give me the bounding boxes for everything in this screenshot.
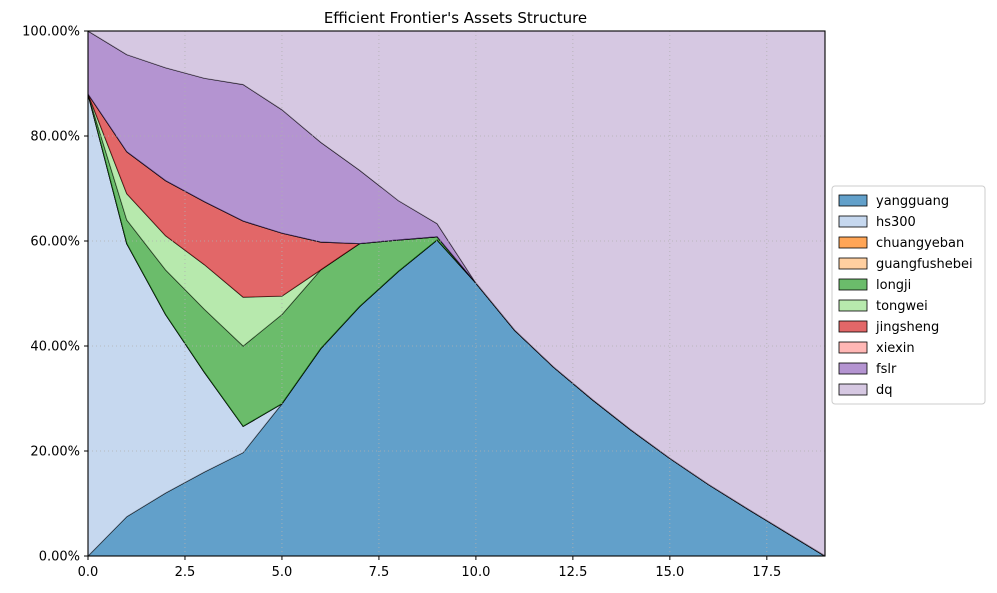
legend-label-chuangyeban: chuangyeban (876, 236, 964, 251)
legend: yangguang hs300 chuangyeban guangfushebei lo… (831, 185, 986, 405)
x-tick-label: 2.5 (175, 565, 196, 580)
legend-swatch-chuangyeban (838, 236, 868, 249)
legend-label-jingsheng: jingsheng (875, 320, 939, 335)
x-tick-label: 15.0 (655, 565, 684, 580)
legend-label-guangfushebei: guangfushebei (876, 257, 973, 272)
legend-swatch-dq (838, 383, 868, 396)
legend-swatch-yangguang (838, 194, 868, 207)
y-tick-label: 40.00% (30, 340, 80, 355)
plot-frame (87, 30, 826, 557)
legend-label-fslr: fslr (876, 362, 897, 377)
x-tick-label: 17.5 (752, 565, 781, 580)
x-tick-label: 0.0 (78, 565, 99, 580)
x-tick-label: 10.0 (461, 565, 490, 580)
y-tick-label: 20.00% (30, 445, 80, 460)
legend-swatch-longji (838, 278, 868, 291)
x-tick-label: 5.0 (272, 565, 293, 580)
legend-swatch-fslr (838, 362, 868, 375)
legend-label-hs300: hs300 (876, 215, 916, 230)
legend-label-xiexin: xiexin (876, 341, 915, 356)
area-yangguang (88, 239, 825, 556)
axes-layer: 0.0 2.5 5.0 7.5 10.0 12.5 15.0 17.5 0.00% 20.00% 4… (22, 25, 826, 580)
legend-label-tongwei: tongwei (876, 299, 928, 314)
area-dq (88, 31, 825, 556)
areas-layer (87, 30, 826, 557)
x-tick-label: 7.5 (369, 565, 390, 580)
legend-swatch-xiexin (838, 341, 868, 354)
y-tick-label: 80.00% (30, 130, 80, 145)
legend-label-dq: dq (876, 383, 893, 398)
legend-swatch-jingsheng (838, 320, 868, 333)
legend-box (831, 185, 986, 405)
legend-swatch-tongwei (838, 299, 868, 312)
chart-title: Efficient Frontier's Assets Structure (324, 9, 587, 27)
area-fslr (88, 31, 825, 556)
legend-swatch-hs300 (838, 215, 868, 228)
legend-swatch-guangfushebei (838, 257, 868, 270)
area-tongwei (88, 94, 825, 556)
legend-label-longji: longji (876, 278, 911, 293)
y-tick-label: 60.00% (30, 235, 80, 250)
x-tick-label: 12.5 (558, 565, 587, 580)
y-tick-label: 0.00% (39, 550, 80, 565)
y-tick-label: 100.00% (22, 25, 80, 40)
legend-label-yangguang: yangguang (876, 194, 949, 209)
